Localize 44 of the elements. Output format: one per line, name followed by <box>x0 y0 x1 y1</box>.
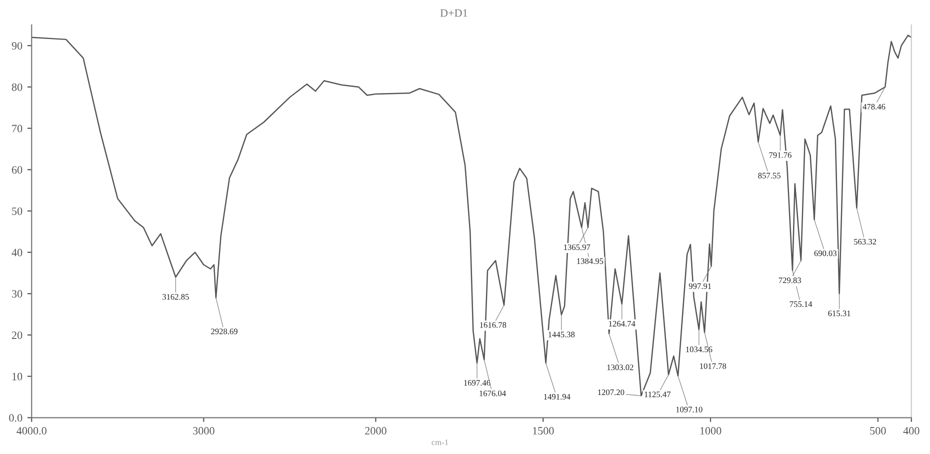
y-tick-label: 10 <box>12 372 22 380</box>
x-tick-label: 400 <box>903 427 920 435</box>
y-tick-label: 90 <box>12 42 22 50</box>
y-tick-label: 50 <box>12 207 22 215</box>
annotation: 1384.95 <box>577 258 604 264</box>
x-tick-label: 4000.0 <box>16 427 46 435</box>
y-tick-label: 60 <box>12 166 22 174</box>
annotation: 997.91 <box>688 283 712 289</box>
x-tick-label: 1000 <box>700 427 722 435</box>
annotation: 615.31 <box>828 310 850 316</box>
x-axis-title: cm-1 <box>432 440 448 446</box>
annotation: 1616.78 <box>480 322 506 328</box>
y-tick-label: 30 <box>12 290 22 298</box>
annotation: 3162.85 <box>162 294 189 300</box>
annotation: 1697.46 <box>464 380 490 386</box>
x-tick-label: 1500 <box>532 427 554 435</box>
annotation: 1207.20 <box>598 389 624 396</box>
y-tick-label: 70 <box>12 124 22 132</box>
annotation: 1676.04 <box>480 390 506 396</box>
annotation: 1125.47 <box>644 392 671 398</box>
annotation: 1365.97 <box>564 244 590 250</box>
annotation: 563.32 <box>854 238 876 245</box>
annotation: 1017.78 <box>700 363 726 369</box>
chart-title: D+D1 <box>440 9 468 17</box>
annotation: 857.55 <box>758 172 780 178</box>
annotation: 1097.10 <box>676 406 702 412</box>
annotation: 791.76 <box>769 152 792 158</box>
y-tick-label: 0.0 <box>9 414 22 422</box>
annotation: 1491.94 <box>544 394 570 400</box>
annotation: 478.46 <box>862 104 886 110</box>
annotation: 1034.56 <box>686 346 712 352</box>
annotation: 690.03 <box>814 250 837 256</box>
annotation: 755.14 <box>790 301 812 307</box>
annotation: 2928.69 <box>211 328 238 334</box>
x-tick-label: 2000 <box>365 427 386 435</box>
annotation: 1303.02 <box>607 364 634 370</box>
annotation: 1445.38 <box>548 332 575 338</box>
y-tick-label: 80 <box>12 83 22 91</box>
annotation: 1264.74 <box>609 320 636 327</box>
x-tick-label: 500 <box>870 427 886 435</box>
annotation: 729.83 <box>778 278 801 284</box>
x-tick-label: 3000 <box>193 427 214 435</box>
y-tick-label: 20 <box>12 331 22 339</box>
y-tick-label: 40 <box>12 248 22 256</box>
